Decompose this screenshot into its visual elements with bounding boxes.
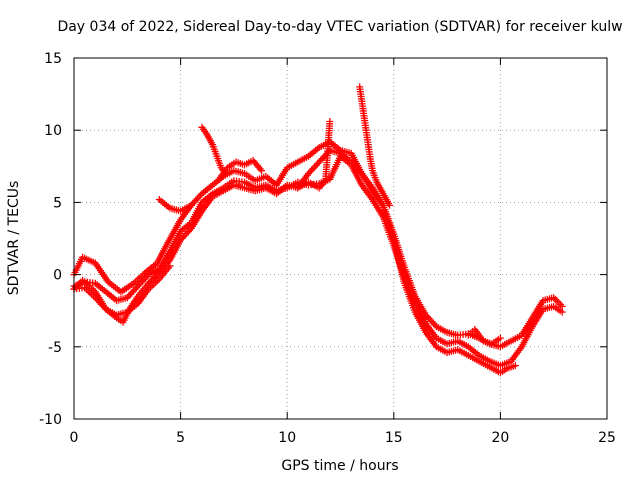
series-track-a: [70, 138, 566, 351]
data-point: [326, 118, 334, 126]
data-point: [193, 195, 201, 203]
y-tick-label: -10: [39, 412, 62, 428]
data-point: [511, 362, 519, 370]
data-point: [187, 201, 195, 209]
data-point: [352, 163, 360, 171]
y-tick-label: 0: [53, 268, 62, 284]
x-tick-label: 20: [491, 430, 509, 446]
y-axis-label: SDTVAR / TECUs: [6, 181, 22, 296]
series-segment-i: [356, 83, 394, 209]
x-tick-label: 10: [278, 430, 296, 446]
y-tick-label: 10: [44, 123, 62, 139]
data-point: [137, 279, 145, 287]
data-point: [154, 269, 162, 277]
data-point: [311, 163, 319, 171]
data-point: [355, 166, 363, 174]
data-point: [306, 168, 314, 176]
data-point: [151, 273, 159, 281]
data-point: [180, 233, 188, 241]
data-point: [134, 282, 142, 290]
data-point: [184, 228, 192, 236]
y-tick-label: 5: [53, 195, 62, 211]
data-point: [353, 165, 361, 173]
data-point: [195, 193, 203, 201]
data-point: [320, 153, 328, 161]
data-point: [423, 313, 431, 321]
series-segment-j: [464, 325, 504, 348]
data-point: [386, 201, 394, 209]
series-segment-h: [294, 118, 334, 192]
data-point: [551, 295, 559, 303]
y-tick-label: 15: [44, 51, 62, 67]
data-point: [189, 200, 197, 208]
data-point: [429, 319, 437, 327]
series-track-d: [70, 262, 174, 319]
data-point: [314, 160, 322, 168]
data-point: [149, 274, 157, 282]
data-point: [157, 266, 165, 274]
tick-labels: 0 5 10 15 20 25 -10 -5 0 5 10 15: [39, 51, 616, 446]
data-point: [178, 234, 186, 242]
data-point: [126, 290, 134, 298]
data-point: [558, 308, 566, 316]
data-point: [258, 167, 266, 175]
data-point: [155, 268, 163, 276]
data-point: [350, 161, 358, 169]
data-point: [143, 272, 151, 280]
y-tick-label: -5: [48, 340, 62, 356]
data-point: [426, 316, 434, 324]
data-point: [317, 156, 325, 164]
plot-frame: [73, 57, 608, 420]
data-point: [125, 292, 133, 300]
data-point: [186, 226, 194, 234]
data-point: [496, 334, 504, 342]
data-point: [129, 287, 137, 295]
series-segment-g: [215, 157, 266, 183]
data-point: [312, 161, 320, 169]
data-point: [139, 277, 147, 285]
x-tick-label: 5: [176, 430, 185, 446]
data-point: [123, 294, 131, 302]
data-point: [152, 271, 160, 279]
x-tick-label: 0: [70, 430, 79, 446]
data-point: [140, 276, 148, 284]
x-axis-label: GPS time / hours: [281, 458, 398, 474]
data-point: [166, 262, 174, 270]
data-point: [349, 160, 357, 168]
data-points: [70, 83, 566, 377]
data-point: [192, 196, 200, 204]
series-segment-e: [155, 196, 195, 215]
data-point: [308, 166, 316, 174]
data-point: [135, 281, 143, 289]
grid: [74, 58, 607, 419]
data-point: [142, 274, 150, 282]
data-point: [428, 318, 436, 326]
series-segment-f: [198, 123, 229, 178]
data-point: [164, 258, 172, 266]
axis-ticks: [73, 57, 608, 420]
data-point: [177, 236, 185, 244]
data-point: [183, 229, 191, 237]
chart-title: Day 034 of 2022, Sidereal Day-to-day VTE…: [57, 19, 622, 35]
data-point: [181, 231, 189, 239]
data-point: [425, 314, 433, 322]
data-point: [309, 165, 317, 173]
data-point: [305, 170, 313, 178]
data-point: [131, 285, 139, 293]
x-tick-label: 25: [598, 430, 616, 446]
data-point: [431, 321, 439, 329]
x-tick-label: 15: [385, 430, 403, 446]
data-point: [347, 158, 355, 166]
data-point: [128, 289, 136, 297]
data-point: [196, 191, 204, 199]
data-point: [318, 155, 326, 163]
data-point: [315, 158, 323, 166]
data-point: [132, 284, 140, 292]
data-point: [190, 198, 198, 206]
data-point: [158, 264, 166, 272]
